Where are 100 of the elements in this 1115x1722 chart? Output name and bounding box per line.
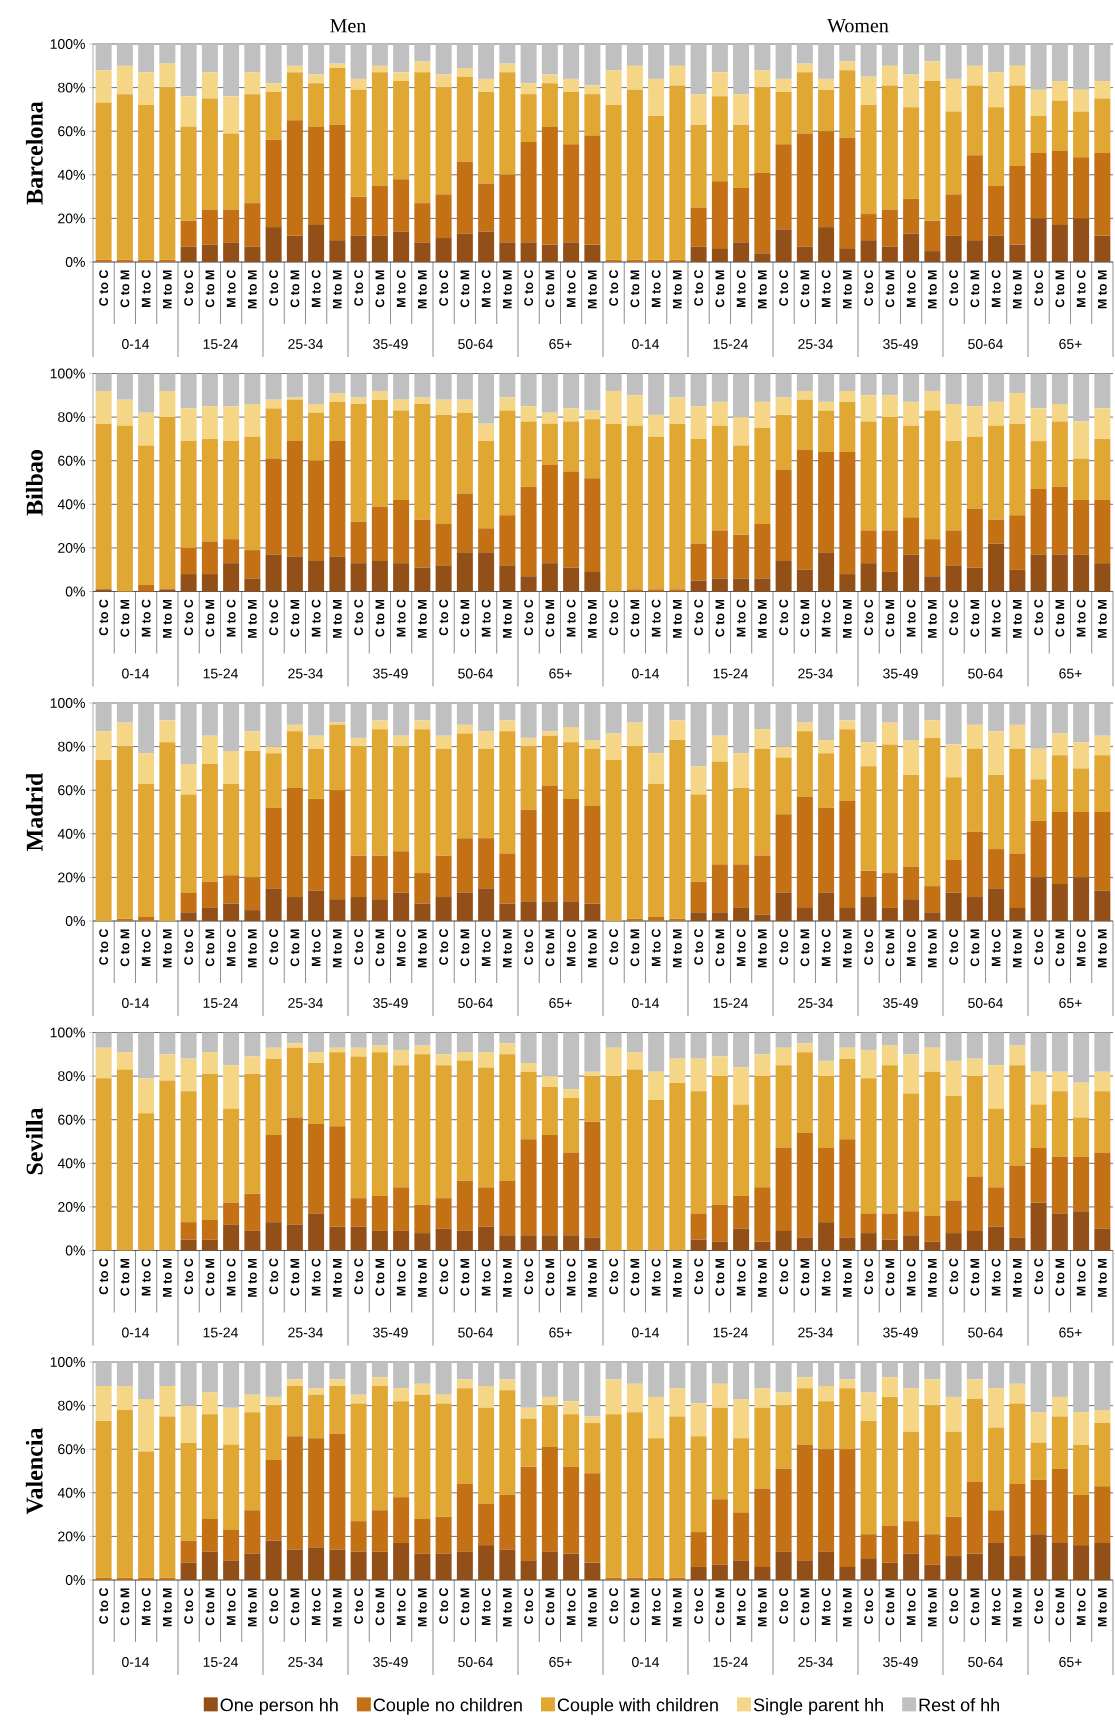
bar — [499, 903, 516, 922]
bar — [775, 892, 792, 922]
bar — [456, 1362, 473, 1380]
bar — [1051, 150, 1068, 225]
bar — [584, 419, 601, 479]
bar — [520, 421, 537, 487]
bar — [945, 44, 962, 79]
bar — [456, 1230, 473, 1251]
bar — [860, 44, 877, 77]
bar — [1009, 724, 1026, 749]
bar — [1051, 100, 1068, 151]
bar — [265, 888, 282, 922]
bar — [733, 1399, 750, 1439]
bar — [180, 547, 197, 575]
bar — [1030, 373, 1047, 409]
bar — [881, 1396, 898, 1526]
bar — [903, 425, 920, 518]
x-tick-label: C to C — [354, 1258, 364, 1295]
bar — [563, 373, 580, 409]
bar — [690, 207, 707, 247]
bar — [159, 720, 176, 743]
bar — [966, 1362, 983, 1380]
bar — [541, 1032, 558, 1077]
bar — [1030, 554, 1047, 592]
bar — [435, 748, 452, 856]
bar — [775, 44, 792, 79]
bar — [265, 399, 282, 409]
bar — [711, 96, 728, 182]
bar — [244, 1193, 261, 1231]
bar — [159, 259, 176, 263]
bar — [223, 44, 240, 97]
bar — [563, 1089, 580, 1098]
bar — [945, 530, 962, 566]
bar — [733, 1512, 750, 1561]
bar — [690, 1091, 707, 1214]
bar — [881, 744, 898, 874]
bar — [308, 1052, 325, 1064]
bar — [201, 406, 218, 439]
x-tick-label: C to C — [184, 1587, 194, 1624]
x-tick-label: C to M — [375, 599, 385, 637]
bar — [520, 746, 537, 810]
text: 15-24 — [203, 339, 238, 349]
bar — [1051, 1362, 1068, 1397]
bar — [393, 1362, 410, 1389]
bar — [223, 406, 240, 442]
bar — [393, 851, 410, 893]
bar — [966, 44, 983, 66]
bar — [478, 183, 495, 232]
bar — [329, 899, 346, 922]
bar — [903, 1362, 920, 1389]
bar — [711, 530, 728, 579]
bar — [860, 1049, 877, 1079]
x-tick-label: M to M — [163, 929, 172, 968]
bar — [371, 1551, 388, 1581]
bar — [159, 742, 176, 922]
bar — [648, 589, 665, 592]
bar — [95, 1078, 112, 1251]
bar — [605, 733, 622, 760]
bar — [265, 1362, 282, 1397]
x-tick-label: M to C — [396, 928, 406, 966]
text: 15-24 — [713, 668, 748, 679]
x-tick-label: C to M — [205, 1588, 215, 1626]
y-axis-title: Bilbao — [25, 450, 43, 516]
bar — [393, 563, 410, 592]
bar — [435, 1198, 452, 1229]
bar — [1009, 703, 1026, 725]
bar — [733, 242, 750, 263]
bar — [159, 703, 176, 721]
bar — [116, 1362, 133, 1386]
bar — [1094, 438, 1111, 500]
bar — [754, 914, 771, 922]
bar — [945, 1095, 962, 1201]
bar — [393, 499, 410, 564]
x-tick-label: C to M — [630, 1258, 640, 1296]
bar — [584, 1121, 601, 1238]
bar — [456, 1032, 473, 1053]
bar — [711, 401, 728, 426]
bar — [541, 1396, 558, 1406]
bar — [286, 1224, 303, 1251]
bar — [478, 1362, 495, 1386]
text: 15-24 — [203, 1657, 238, 1667]
bar — [414, 397, 431, 405]
bar — [1094, 1228, 1111, 1251]
bar — [796, 722, 813, 732]
x-tick-label: C to C — [524, 269, 534, 306]
bar — [116, 399, 133, 426]
bar — [435, 74, 452, 88]
x-tick-label: M to M — [928, 270, 937, 309]
bar — [520, 1071, 537, 1140]
bar — [988, 1032, 1005, 1066]
bar — [265, 807, 282, 889]
bar — [223, 373, 240, 407]
text: 50-64 — [968, 668, 1003, 679]
bar — [775, 91, 792, 145]
bar — [881, 703, 898, 723]
bar — [201, 1219, 218, 1240]
bar — [308, 1394, 325, 1439]
bar — [541, 465, 558, 564]
bar — [924, 1071, 941, 1216]
bar — [520, 373, 537, 407]
